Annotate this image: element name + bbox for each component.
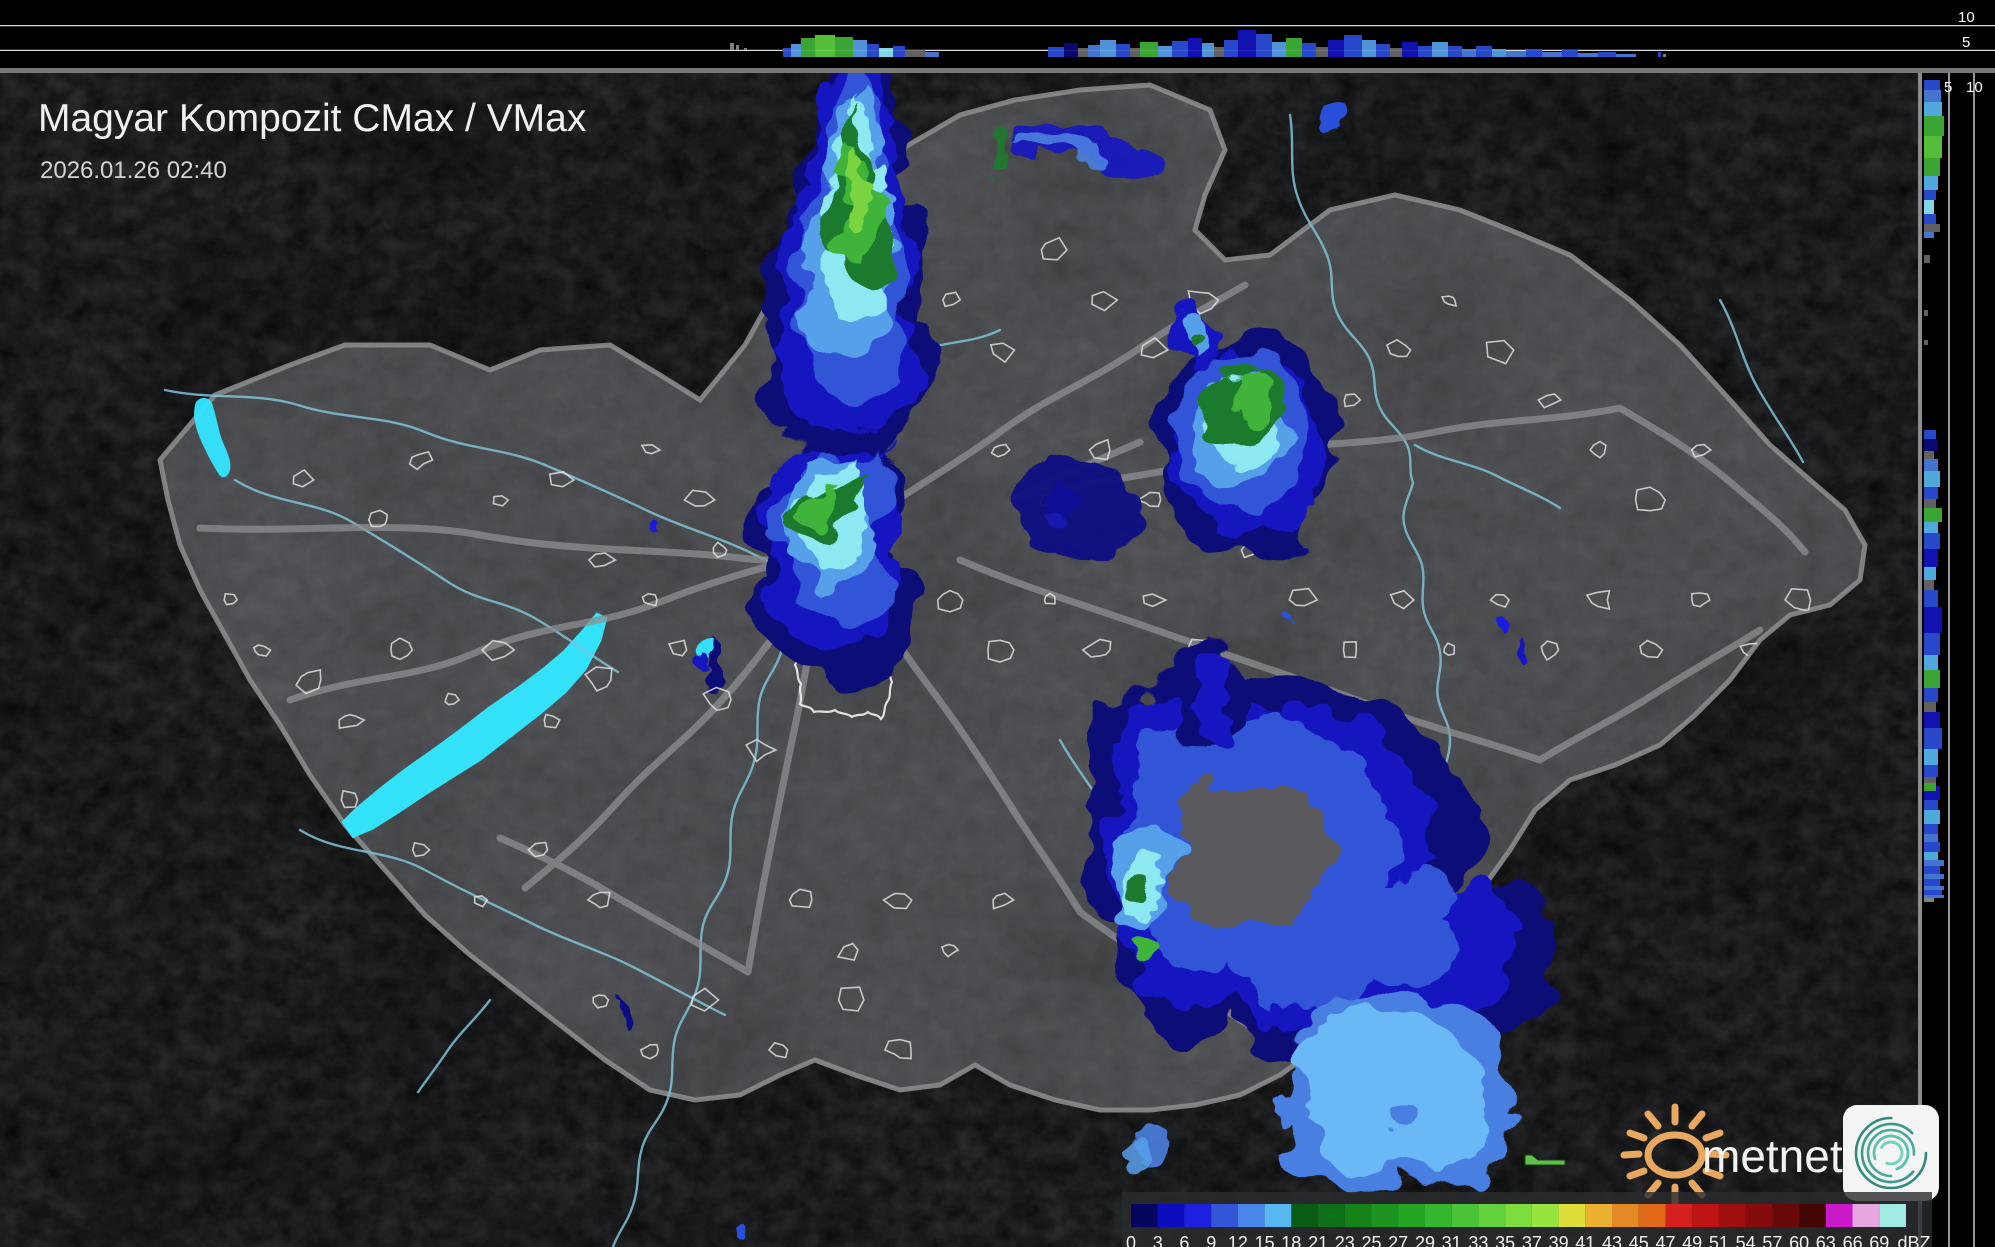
svg-text:54: 54 [1736, 1233, 1756, 1247]
svg-text:18: 18 [1281, 1233, 1301, 1247]
svg-text:15: 15 [1255, 1233, 1275, 1247]
svg-text:5: 5 [1962, 34, 1970, 51]
svg-text:9: 9 [1206, 1233, 1216, 1247]
svg-text:63: 63 [1816, 1233, 1836, 1247]
svg-text:metnet: metnet [1702, 1130, 1843, 1182]
svg-text:69: 69 [1869, 1233, 1889, 1247]
svg-text:27: 27 [1388, 1233, 1408, 1247]
svg-text:dBZ: dBZ [1897, 1233, 1930, 1247]
svg-text:49: 49 [1682, 1233, 1702, 1247]
svg-text:10: 10 [1958, 9, 1975, 26]
svg-text:51: 51 [1709, 1233, 1729, 1247]
svg-text:45: 45 [1629, 1233, 1649, 1247]
svg-text:12: 12 [1228, 1233, 1248, 1247]
svg-text:25: 25 [1361, 1233, 1381, 1247]
svg-text:60: 60 [1789, 1233, 1809, 1247]
svg-text:33: 33 [1468, 1233, 1488, 1247]
svg-text:35: 35 [1495, 1233, 1515, 1247]
svg-text:47: 47 [1655, 1233, 1675, 1247]
svg-text:23: 23 [1335, 1233, 1355, 1247]
svg-text:5: 5 [1944, 79, 1952, 96]
svg-text:3: 3 [1153, 1233, 1163, 1247]
svg-text:39: 39 [1549, 1233, 1569, 1247]
svg-text:10: 10 [1966, 79, 1983, 96]
svg-text:41: 41 [1575, 1233, 1595, 1247]
svg-text:31: 31 [1442, 1233, 1462, 1247]
svg-text:29: 29 [1415, 1233, 1435, 1247]
svg-text:57: 57 [1762, 1233, 1782, 1247]
svg-text:66: 66 [1843, 1233, 1863, 1247]
svg-text:0: 0 [1126, 1233, 1136, 1247]
svg-text:43: 43 [1602, 1233, 1622, 1247]
svg-text:37: 37 [1522, 1233, 1542, 1247]
svg-text:21: 21 [1308, 1233, 1328, 1247]
svg-text:6: 6 [1179, 1233, 1189, 1247]
